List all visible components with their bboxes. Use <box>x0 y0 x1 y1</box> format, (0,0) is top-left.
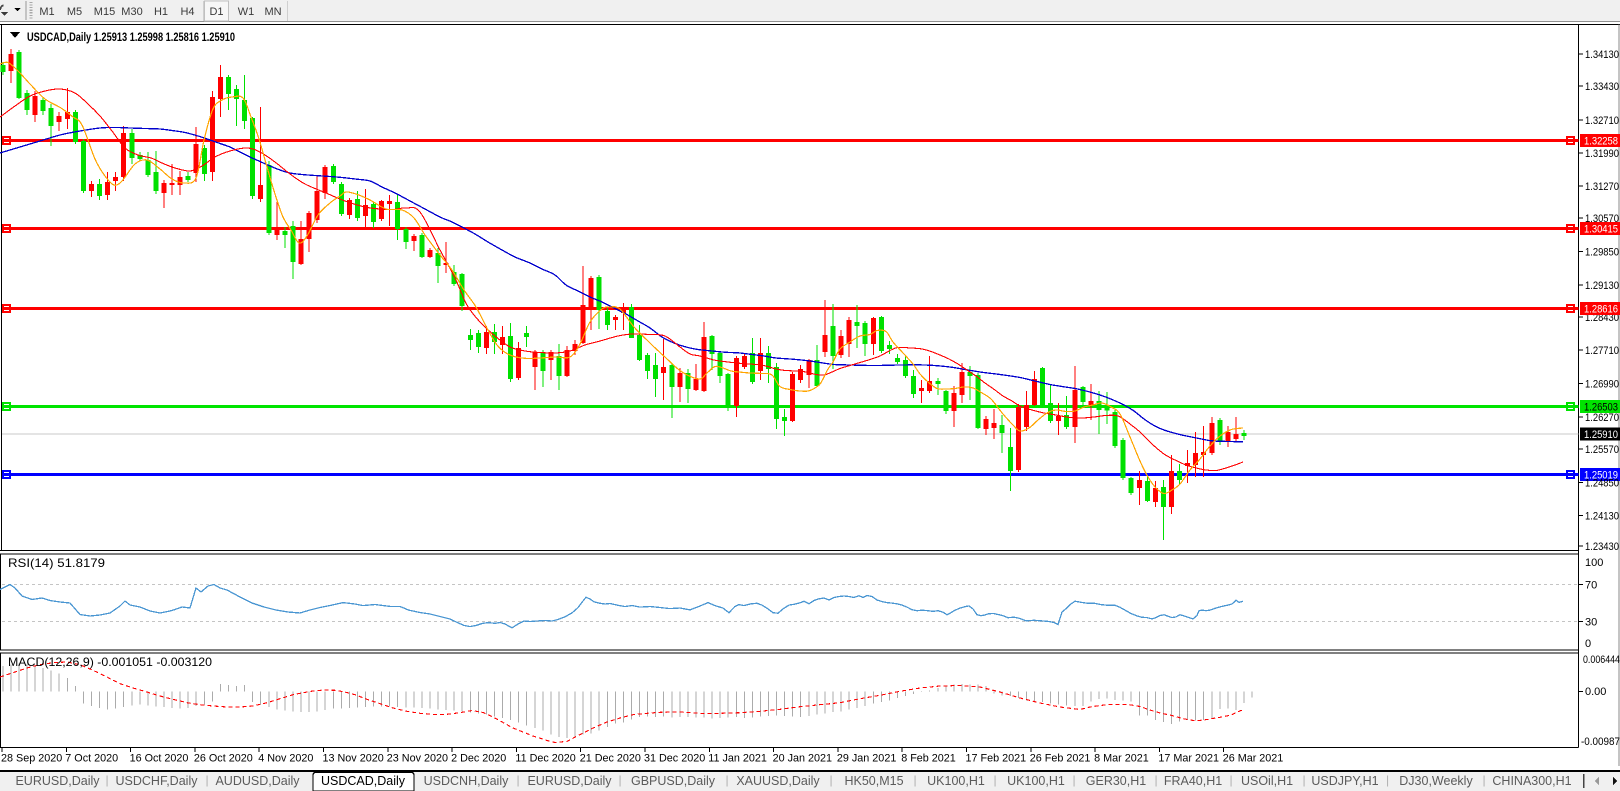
svg-text:M30: M30 <box>121 6 142 18</box>
svg-text:26 Oct 2020: 26 Oct 2020 <box>194 753 253 765</box>
svg-text:|: | <box>725 773 728 787</box>
svg-text:MACD(12,26,9) -0.001051 -0.003: MACD(12,26,9) -0.001051 -0.003120 <box>8 655 212 669</box>
svg-text:AUDUSD,Daily: AUDUSD,Daily <box>215 774 300 788</box>
svg-text:7 Oct 2020: 7 Oct 2020 <box>65 753 118 765</box>
svg-text:0.006444: 0.006444 <box>1583 654 1620 666</box>
svg-text:1.25019: 1.25019 <box>1584 470 1618 482</box>
svg-text:CHINA300,H1: CHINA300,H1 <box>1492 774 1571 788</box>
svg-text:1.27710: 1.27710 <box>1585 345 1619 357</box>
svg-text:H4: H4 <box>180 6 194 18</box>
svg-text:MN: MN <box>264 6 281 18</box>
svg-text:13 Nov 2020: 13 Nov 2020 <box>323 753 384 765</box>
svg-text:21 Dec 2020: 21 Dec 2020 <box>580 753 641 765</box>
svg-text:W1: W1 <box>238 6 255 18</box>
svg-text:|: | <box>1302 773 1305 787</box>
svg-text:1.34130: 1.34130 <box>1585 49 1619 61</box>
svg-text:11 Jan 2021: 11 Jan 2021 <box>708 753 767 765</box>
svg-text:RSI(14) 51.8179: RSI(14) 51.8179 <box>8 556 105 570</box>
svg-text:2 Dec 2020: 2 Dec 2020 <box>451 753 506 765</box>
svg-text:FRA40,H1: FRA40,H1 <box>1164 774 1222 788</box>
svg-text:|: | <box>1229 773 1232 787</box>
svg-text:|: | <box>205 773 208 787</box>
svg-text:1.32258: 1.32258 <box>1584 136 1618 148</box>
svg-text:DJ30,Weekly: DJ30,Weekly <box>1399 774 1473 788</box>
svg-text:1.32710: 1.32710 <box>1585 115 1619 127</box>
svg-text:|: | <box>913 773 916 787</box>
svg-text:|: | <box>618 773 621 787</box>
svg-text:1.28616: 1.28616 <box>1584 304 1618 316</box>
svg-text:1.24850: 1.24850 <box>1585 478 1619 490</box>
svg-text:|: | <box>516 773 519 787</box>
svg-text:1.29130: 1.29130 <box>1585 280 1619 292</box>
svg-text:1.33430: 1.33430 <box>1585 81 1619 93</box>
svg-text:29 Jan 2021: 29 Jan 2021 <box>837 753 896 765</box>
svg-text:17 Feb 2021: 17 Feb 2021 <box>966 753 1027 765</box>
svg-text:100: 100 <box>1585 557 1603 569</box>
svg-text:1.31270: 1.31270 <box>1585 181 1619 193</box>
svg-text:GBPUSD,Daily: GBPUSD,Daily <box>631 774 716 788</box>
svg-text:EURUSD,Daily: EURUSD,Daily <box>15 774 100 788</box>
svg-text:0: 0 <box>1585 638 1591 650</box>
svg-text:H1: H1 <box>154 6 168 18</box>
svg-text:20 Jan 2021: 20 Jan 2021 <box>773 753 832 765</box>
svg-text:23 Nov 2020: 23 Nov 2020 <box>387 753 448 765</box>
svg-text:26 Feb 2021: 26 Feb 2021 <box>1030 753 1091 765</box>
svg-text:1.26270: 1.26270 <box>1585 412 1619 424</box>
svg-text:|: | <box>829 773 832 787</box>
svg-text:UK100,H1: UK100,H1 <box>1007 774 1065 788</box>
svg-text:16 Oct 2020: 16 Oct 2020 <box>130 753 189 765</box>
svg-text:1.31990: 1.31990 <box>1585 148 1619 160</box>
svg-text:GER30,H1: GER30,H1 <box>1086 774 1146 788</box>
svg-text:4 Nov 2020: 4 Nov 2020 <box>258 753 313 765</box>
svg-text:M5: M5 <box>67 6 82 18</box>
svg-text:1.29850: 1.29850 <box>1585 247 1619 259</box>
svg-text:8 Feb 2021: 8 Feb 2021 <box>901 753 956 765</box>
svg-text:USDJPY,H1: USDJPY,H1 <box>1311 774 1378 788</box>
svg-text:|: | <box>1072 773 1075 787</box>
svg-text:USDCNH,Daily: USDCNH,Daily <box>424 774 509 788</box>
svg-text:|: | <box>1386 773 1389 787</box>
svg-text:USDCAD,Daily: USDCAD,Daily <box>321 774 406 788</box>
svg-text:26 Mar 2021: 26 Mar 2021 <box>1223 753 1284 765</box>
svg-text:-0.00987: -0.00987 <box>1581 736 1620 748</box>
svg-text:EURUSD,Daily: EURUSD,Daily <box>527 774 612 788</box>
svg-text:|: | <box>1482 773 1485 787</box>
svg-text:UK100,H1: UK100,H1 <box>927 774 985 788</box>
svg-text:M15: M15 <box>94 6 115 18</box>
svg-text:31 Dec 2020: 31 Dec 2020 <box>644 753 705 765</box>
svg-text:11 Dec 2020: 11 Dec 2020 <box>515 753 575 765</box>
svg-text:XAUUSD,Daily: XAUUSD,Daily <box>736 774 820 788</box>
svg-text:USDCHF,Daily: USDCHF,Daily <box>116 774 199 788</box>
svg-text:1.30415: 1.30415 <box>1584 224 1618 236</box>
svg-text:1.25910: 1.25910 <box>1584 429 1618 441</box>
svg-text:30: 30 <box>1585 617 1597 629</box>
svg-text:1.25570: 1.25570 <box>1585 444 1619 456</box>
svg-text:0.00: 0.00 <box>1585 686 1606 698</box>
svg-text:|: | <box>993 773 996 787</box>
svg-text:8 Mar 2021: 8 Mar 2021 <box>1094 753 1149 765</box>
svg-text:M1: M1 <box>39 6 54 18</box>
svg-text:17 Mar 2021: 17 Mar 2021 <box>1158 753 1219 765</box>
svg-text:D1: D1 <box>209 6 223 18</box>
svg-text:USDCAD,Daily 1.25913 1.25998: USDCAD,Daily 1.25913 1.25998 1.25816 1.2… <box>27 32 235 44</box>
svg-text:28 Sep 2020: 28 Sep 2020 <box>1 753 62 765</box>
svg-text:1.24130: 1.24130 <box>1585 511 1619 523</box>
svg-text:|: | <box>105 773 108 787</box>
svg-text:USOil,H1: USOil,H1 <box>1241 774 1293 788</box>
svg-text:1.23430: 1.23430 <box>1585 541 1619 553</box>
svg-text:|: | <box>1154 773 1157 787</box>
svg-text:1.26990: 1.26990 <box>1585 379 1619 391</box>
svg-text:HK50,M15: HK50,M15 <box>844 774 903 788</box>
svg-text:1.26503: 1.26503 <box>1584 402 1618 414</box>
svg-text:70: 70 <box>1585 580 1597 592</box>
